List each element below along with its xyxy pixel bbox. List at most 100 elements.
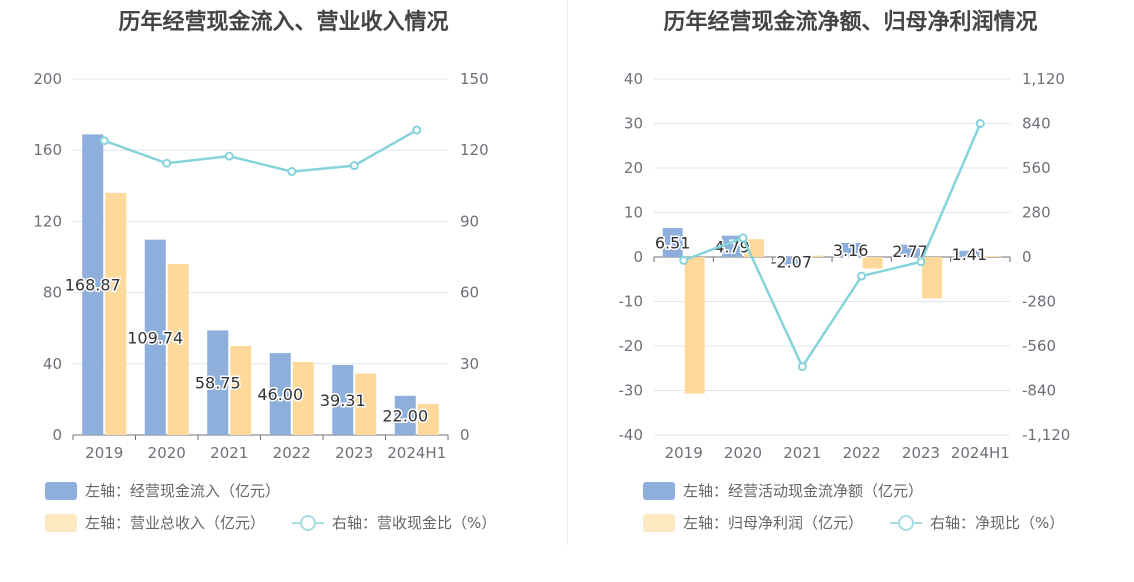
- legend-item-left-s2[interactable]: 右轴：营收现金比（%）: [292, 512, 496, 533]
- x-axis-tick-label: 2019: [85, 444, 123, 462]
- bar-data-label: 46.00: [257, 385, 303, 404]
- left-axis-tick-label: 40: [624, 70, 643, 88]
- left-axis-tick-label: -20: [619, 337, 644, 355]
- bar-blue: [781, 257, 802, 267]
- bar-blue: [840, 242, 861, 257]
- right-axis-tick-label: -1,120: [1022, 426, 1070, 444]
- legend-label: 右轴：营收现金比（%）: [332, 514, 497, 532]
- right-axis-tick-label: 0: [1022, 248, 1032, 266]
- right-axis-tick-label: -560: [1022, 337, 1056, 355]
- left-chart-panel: 历年经营现金流入、营业收入情况 0 40 80 120 160 200 0 30 60 90 120…: [33, 10, 496, 533]
- legend-item-left-s0[interactable]: 左轴：经营现金流入（亿元）: [45, 480, 280, 501]
- left-axis-tick-label: 160: [33, 141, 62, 159]
- legend-line-symbol: [890, 514, 922, 532]
- bar-blue: [662, 228, 683, 257]
- legend-item-left-s1[interactable]: 左轴：营业总收入（亿元）: [45, 512, 265, 533]
- line-point: [857, 271, 867, 281]
- legend-label: 左轴：归母净利润（亿元）: [683, 514, 864, 532]
- bar-orange: [417, 403, 439, 435]
- bar-blue: [269, 353, 291, 435]
- left-axis-tick-label: 80: [43, 284, 62, 302]
- bar-data-label: 22.00: [382, 406, 428, 425]
- right-axis-tick-label: 60: [460, 284, 479, 302]
- bar-orange: [230, 346, 252, 435]
- line-point: [99, 136, 109, 146]
- left-axis-tick-label: 40: [43, 355, 62, 373]
- bar-orange: [684, 257, 705, 394]
- x-axis-tick-label: 2019: [665, 444, 703, 462]
- line-point: [916, 257, 926, 267]
- left-axis-tick-label: 120: [33, 212, 62, 230]
- right-axis-tick-label: -840: [1022, 382, 1056, 400]
- bar-orange: [105, 192, 127, 435]
- line-point: [679, 255, 689, 265]
- bar-data-label: 39.31: [320, 391, 366, 410]
- right-axis-tick-label: 280: [1022, 204, 1051, 222]
- right-axis-tick-label: -280: [1022, 293, 1056, 311]
- legend-line-symbol: [292, 514, 324, 532]
- bar-blue: [959, 250, 980, 257]
- right-axis-tick-label: 840: [1022, 115, 1051, 133]
- line-point: [287, 167, 297, 177]
- left-chart-title: 历年经营现金流入、营业收入情况: [118, 10, 449, 35]
- legend-label: 右轴：净现比（%）: [930, 514, 1065, 532]
- bar-orange: [862, 257, 883, 269]
- right-axis-tick-label: 1,120: [1022, 70, 1065, 88]
- bar-data-label: 2.77: [892, 242, 928, 261]
- left-axis-tick-label: 30: [624, 115, 643, 133]
- right-axis-tick-label: 30: [460, 355, 479, 373]
- bar-orange: [981, 256, 1002, 257]
- x-axis-tick-label: 2024H1: [387, 444, 446, 462]
- line-series: [103, 128, 418, 173]
- x-axis-tick-label: 2020: [724, 444, 762, 462]
- left-axis-tick-label: 200: [33, 70, 62, 88]
- line-point: [738, 233, 748, 243]
- bar-orange: [167, 264, 189, 435]
- line-point: [412, 125, 422, 135]
- bar-data-label: 58.75: [195, 374, 241, 393]
- left-axis-tick-label: -40: [619, 426, 644, 444]
- x-axis-tick-label: 2022: [843, 444, 881, 462]
- bar-orange: [922, 257, 942, 299]
- bar-orange: [355, 373, 377, 435]
- bar-orange: [803, 255, 824, 257]
- x-axis-tick-label: 2023: [902, 444, 940, 462]
- x-axis-tick-label: 2023: [335, 444, 373, 462]
- left-axis-tick-label: 0: [633, 248, 643, 266]
- right-axis-tick-label: 120: [460, 141, 489, 159]
- right-chart-svg: -40 -30 -20 -10 0 10 20 30 40 -1,120 -840 -560 -280 0…: [619, 70, 1071, 462]
- legend-item-right-s0[interactable]: 左轴：经营活动现金流净额（亿元）: [643, 480, 923, 501]
- bar-data-label: 3.16: [833, 241, 869, 260]
- right-axis-tick-label: 560: [1022, 159, 1051, 177]
- legend-label: 左轴：经营现金流入（亿元）: [85, 482, 281, 500]
- left-axis-tick-label: 10: [624, 204, 643, 222]
- legend-swatch-orange: [643, 513, 675, 532]
- bar-blue: [900, 244, 920, 257]
- bar-data-label: 168.87: [65, 276, 121, 295]
- left-chart-svg: 0 40 80 120 160 200 0 30 60 90 120 150 2019 2020 2021 2…: [33, 70, 489, 462]
- x-axis-tick-label: 2022: [273, 444, 311, 462]
- bar-blue: [144, 239, 166, 435]
- panel-divider: [567, 0, 568, 545]
- line-point: [975, 119, 985, 128]
- legend-swatch-blue: [45, 481, 77, 500]
- line-point: [797, 362, 807, 372]
- legend-item-right-s2[interactable]: 右轴：净现比（%）: [890, 512, 1064, 533]
- line-point: [349, 161, 359, 171]
- line-point: [224, 151, 234, 161]
- bar-blue: [332, 365, 354, 435]
- line-point: [162, 158, 172, 168]
- left-axis-tick-label: 20: [624, 159, 643, 177]
- legend-swatch-orange: [45, 513, 77, 532]
- legend-item-right-s1[interactable]: 左轴：归母净利润（亿元）: [643, 512, 863, 533]
- legend-label: 左轴：经营活动现金流净额（亿元）: [683, 482, 924, 500]
- legend-label: 左轴：营业总收入（亿元）: [85, 514, 266, 532]
- x-axis-tick-label: 2024H1: [951, 444, 1010, 462]
- right-axis-tick-label: 90: [460, 212, 479, 230]
- bar-blue: [207, 330, 229, 435]
- line-series: [683, 123, 982, 370]
- bar-orange: [292, 362, 314, 435]
- right-axis-tick-label: 150: [460, 70, 489, 88]
- left-axis-tick-label: -30: [619, 382, 644, 400]
- x-axis-tick-label: 2021: [783, 444, 821, 462]
